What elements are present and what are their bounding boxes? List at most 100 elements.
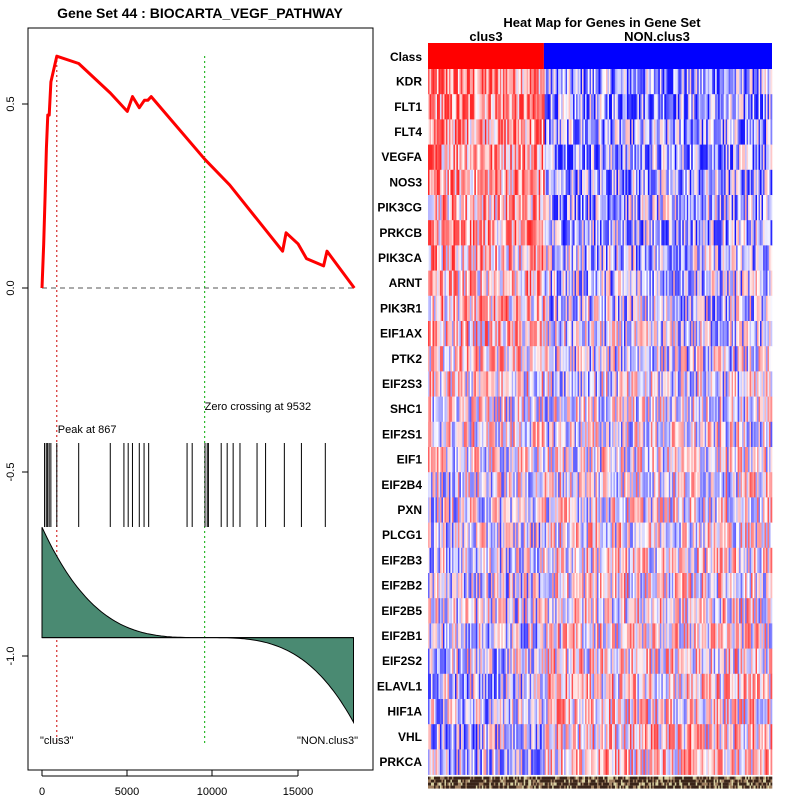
- heatmap-cell: [764, 220, 767, 246]
- heatmap-cell: [430, 195, 433, 221]
- heatmap-cell: [460, 94, 463, 120]
- heatmap-cell: [468, 598, 471, 624]
- heatmap-cell: [567, 270, 569, 297]
- heatmap-cell: [704, 396, 707, 423]
- heatmap-cell: [680, 497, 683, 523]
- heatmap-cell: [703, 396, 705, 423]
- heatmap-cell: [625, 295, 628, 322]
- heatmap-cell: [638, 497, 641, 523]
- heatmap-cell: [658, 421, 661, 448]
- heatmap-cell: [740, 346, 743, 372]
- heatmap-cell: [537, 69, 539, 95]
- heatmap-cell: [707, 119, 710, 145]
- heatmap-cell: [445, 245, 448, 271]
- heatmap-cell: [592, 497, 595, 523]
- heatmap-cell: [453, 447, 456, 473]
- heatmap-cell: [764, 346, 767, 372]
- heatmap-cell: [526, 270, 529, 297]
- heatmap-cell: [694, 522, 697, 549]
- heatmap-cell: [465, 295, 468, 322]
- heatmap-cell: [573, 169, 575, 196]
- heatmap-cell: [691, 573, 694, 599]
- heatmap-cell: [752, 346, 755, 372]
- heatmap-cell: [535, 346, 538, 372]
- heatmap-cell: [695, 472, 698, 498]
- heatmap-cell: [649, 169, 652, 196]
- heatmap-cell: [591, 69, 593, 95]
- heatmap-cell: [641, 94, 644, 120]
- heatmap-cell: [625, 346, 628, 372]
- heatmap-cell: [433, 245, 436, 271]
- heatmap-cell: [477, 547, 480, 574]
- heatmap-cell: [583, 295, 586, 322]
- heatmap-cell: [739, 195, 741, 221]
- heatmap-cell: [600, 220, 602, 246]
- heatmap-cell: [555, 220, 557, 246]
- heatmap-cell: [685, 522, 688, 549]
- heatmap-cell: [634, 497, 637, 523]
- heatmap-cell: [583, 573, 586, 599]
- heatmap-cell: [667, 396, 670, 423]
- heatmap-cell: [712, 547, 714, 574]
- heatmap-cell: [706, 94, 708, 120]
- heatmap-cell: [492, 421, 495, 448]
- heatmap-cell: [637, 346, 640, 372]
- heatmap-cell: [683, 169, 686, 196]
- heatmap-cell: [605, 396, 608, 423]
- heatmap-cell: [770, 447, 773, 473]
- heatmap-cell: [674, 447, 677, 473]
- heatmap-cell: [535, 396, 538, 423]
- heatmap-cell: [620, 396, 623, 423]
- heatmap-cell: [727, 94, 729, 120]
- heatmap-cell: [528, 220, 531, 246]
- heatmap-cell: [721, 421, 723, 448]
- heatmap-cell: [647, 421, 650, 448]
- heatmap-cell: [611, 321, 614, 347]
- heatmap-cell: [504, 522, 507, 549]
- heatmap-cell: [589, 497, 592, 523]
- heatmap-cell: [544, 547, 547, 574]
- heatmap-cell: [588, 195, 590, 221]
- heatmap-cell: [664, 421, 667, 448]
- heatmap-cell: [445, 472, 448, 498]
- heatmap-cell: [763, 371, 765, 397]
- heatmap-cell: [638, 396, 641, 423]
- heatmap-cell: [597, 245, 599, 271]
- heatmap-cell: [622, 421, 625, 448]
- heatmap-cell: [658, 447, 661, 473]
- heatmap-cell: [698, 220, 701, 246]
- heatmap-cell: [525, 421, 528, 448]
- heatmap-cell: [442, 169, 445, 196]
- heatmap-cell: [749, 421, 752, 448]
- heatmap-cell: [605, 270, 608, 297]
- heatmap-cell: [549, 472, 551, 498]
- heatmap-cell: [577, 94, 580, 120]
- heatmap-cell: [676, 371, 679, 397]
- heatmap-cell: [647, 270, 650, 297]
- heatmap-cell: [715, 573, 717, 599]
- heatmap-cell: [520, 270, 523, 297]
- heatmap-cell: [614, 144, 617, 171]
- heatmap-cell: [718, 371, 720, 397]
- heatmap-cell: [757, 270, 759, 297]
- heatmap-cell: [698, 69, 701, 95]
- heatmap-cell: [508, 371, 511, 397]
- heatmap-cell: [608, 144, 611, 171]
- heatmap-cell: [620, 94, 623, 120]
- heatmap-cell: [549, 270, 551, 297]
- heatmap-cell: [685, 195, 688, 221]
- heatmap-cell: [555, 371, 557, 397]
- heatmap-cell: [489, 270, 492, 297]
- heatmap-cell: [754, 346, 756, 372]
- heatmap-cell: [689, 270, 692, 297]
- heatmap-cell: [538, 497, 541, 523]
- heatmap-cell: [679, 321, 682, 347]
- heatmap-cell: [766, 169, 768, 196]
- heatmap-cell: [652, 94, 655, 120]
- heatmap-cell: [540, 497, 542, 523]
- heatmap-cell: [725, 69, 728, 95]
- heatmap-cell: [718, 94, 720, 120]
- heatmap-cell: [589, 396, 592, 423]
- heatmap-cell: [465, 69, 468, 95]
- heatmap-cell: [493, 220, 496, 246]
